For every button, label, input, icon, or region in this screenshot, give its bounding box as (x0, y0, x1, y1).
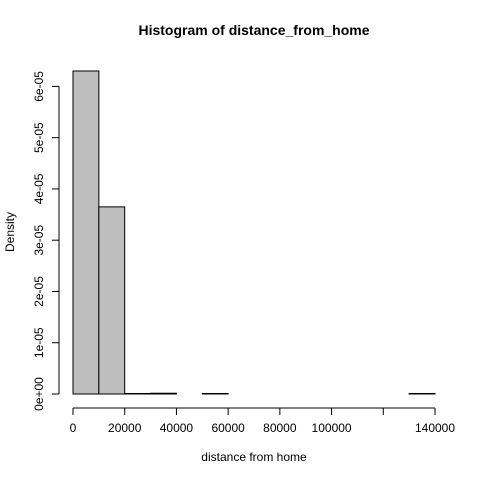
y-tick-label: 2e-05 (32, 276, 46, 307)
y-axis: 0e+00 1e-05 2e-05 3e-05 4e-05 5e-05 6e-05 (32, 71, 60, 411)
x-tick-label: 40000 (160, 421, 194, 435)
x-axis-label: distance from home (201, 450, 307, 464)
x-tick-label: 0 (70, 421, 77, 435)
x-tick-label: 80000 (263, 421, 297, 435)
x-tick-label: 140000 (415, 421, 455, 435)
y-tick-label: 3e-05 (32, 225, 46, 256)
histogram-bar (201, 392, 229, 395)
histogram-bar (72, 70, 100, 395)
bars-group (72, 70, 436, 395)
x-tick-label: 20000 (108, 421, 142, 435)
chart-title: Histogram of distance_from_home (138, 22, 369, 38)
x-tick-label: 100000 (312, 421, 352, 435)
y-tick-label: 0e+00 (32, 377, 46, 411)
histogram-bar (124, 392, 152, 395)
x-axis: 0 20000 40000 60000 80000 100000 140000 (70, 407, 455, 435)
y-tick-label: 4e-05 (32, 173, 46, 204)
histogram-bar (408, 392, 436, 395)
y-tick-label: 6e-05 (32, 71, 46, 102)
y-tick-label: 1e-05 (32, 327, 46, 358)
x-tick-label: 60000 (211, 421, 245, 435)
y-axis-label: Density (3, 212, 17, 252)
histogram-bar (150, 392, 177, 395)
histogram-bar (98, 206, 126, 395)
y-tick-label: 5e-05 (32, 122, 46, 153)
